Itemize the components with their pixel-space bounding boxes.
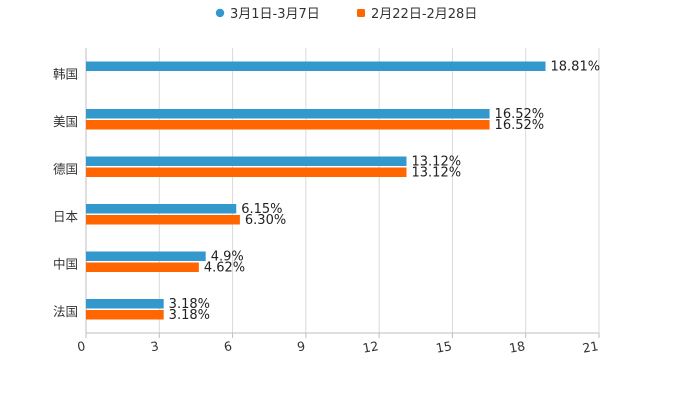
x-tick-label: 9 [296,338,306,354]
legend-marker [357,9,365,17]
legend-label: 2月22日-2月28日 [371,7,477,22]
bar-series-2[interactable] [86,262,199,273]
value-label: 13.12% [412,166,462,181]
x-tick-label: 21 [581,338,599,356]
labels: 韩国 18.81% 美国 16.52%16.52% 德国 13.12%13.12% 日本 6.… [53,60,600,324]
x-tick-label: 6 [223,338,233,354]
bar-series-1[interactable] [86,251,206,262]
bar-series-1[interactable] [86,61,546,72]
bars [86,61,546,320]
legend-marker [215,8,225,18]
value-label: 6.15% [241,202,282,217]
value-label: 13.12% [412,155,462,170]
value-label: 16.52% [495,118,545,133]
category-label: 韩国 [53,66,78,81]
bar-series-1[interactable] [86,109,490,119]
bar-series-2[interactable] [86,310,164,320]
bar-series-1[interactable] [86,204,237,214]
value-label: 6.30% [245,213,286,228]
x-tick-label: 12 [361,338,379,356]
x-tick-label: 15 [435,338,453,356]
bar-series-2[interactable] [86,215,240,225]
x-tick-label: 0 [76,338,86,354]
bar-series-2[interactable] [86,120,490,130]
bar-series-1[interactable] [86,299,164,309]
category-label: 中国 [53,256,78,271]
value-label: 4.9% [211,250,244,265]
category-label: 日本 [53,209,79,224]
value-label: 16.52% [495,107,545,122]
value-label: 18.81% [551,60,601,75]
legend-item-series-2[interactable]: 2月22日-2月28日 [357,7,477,22]
gridlines: 0 3 6 9 12 15 18 21 [76,48,600,356]
category-label: 德国 [53,161,78,176]
value-label: 4.62% [204,261,245,276]
value-label: 3.18% [169,308,210,323]
legend-item-series-1[interactable]: 3月1日-3月7日 [215,7,320,22]
bar-series-1[interactable] [86,156,407,167]
x-tick-label: 18 [508,338,526,356]
legend: 3月1日-3月7日 2月22日-2月28日 [215,7,477,22]
value-label: 3.18% [169,297,210,312]
legend-label: 3月1日-3月7日 [230,7,320,22]
category-label: 法国 [53,304,78,319]
x-tick-label: 3 [149,338,159,354]
category-label: 美国 [53,114,78,129]
bar-series-2[interactable] [86,167,407,178]
